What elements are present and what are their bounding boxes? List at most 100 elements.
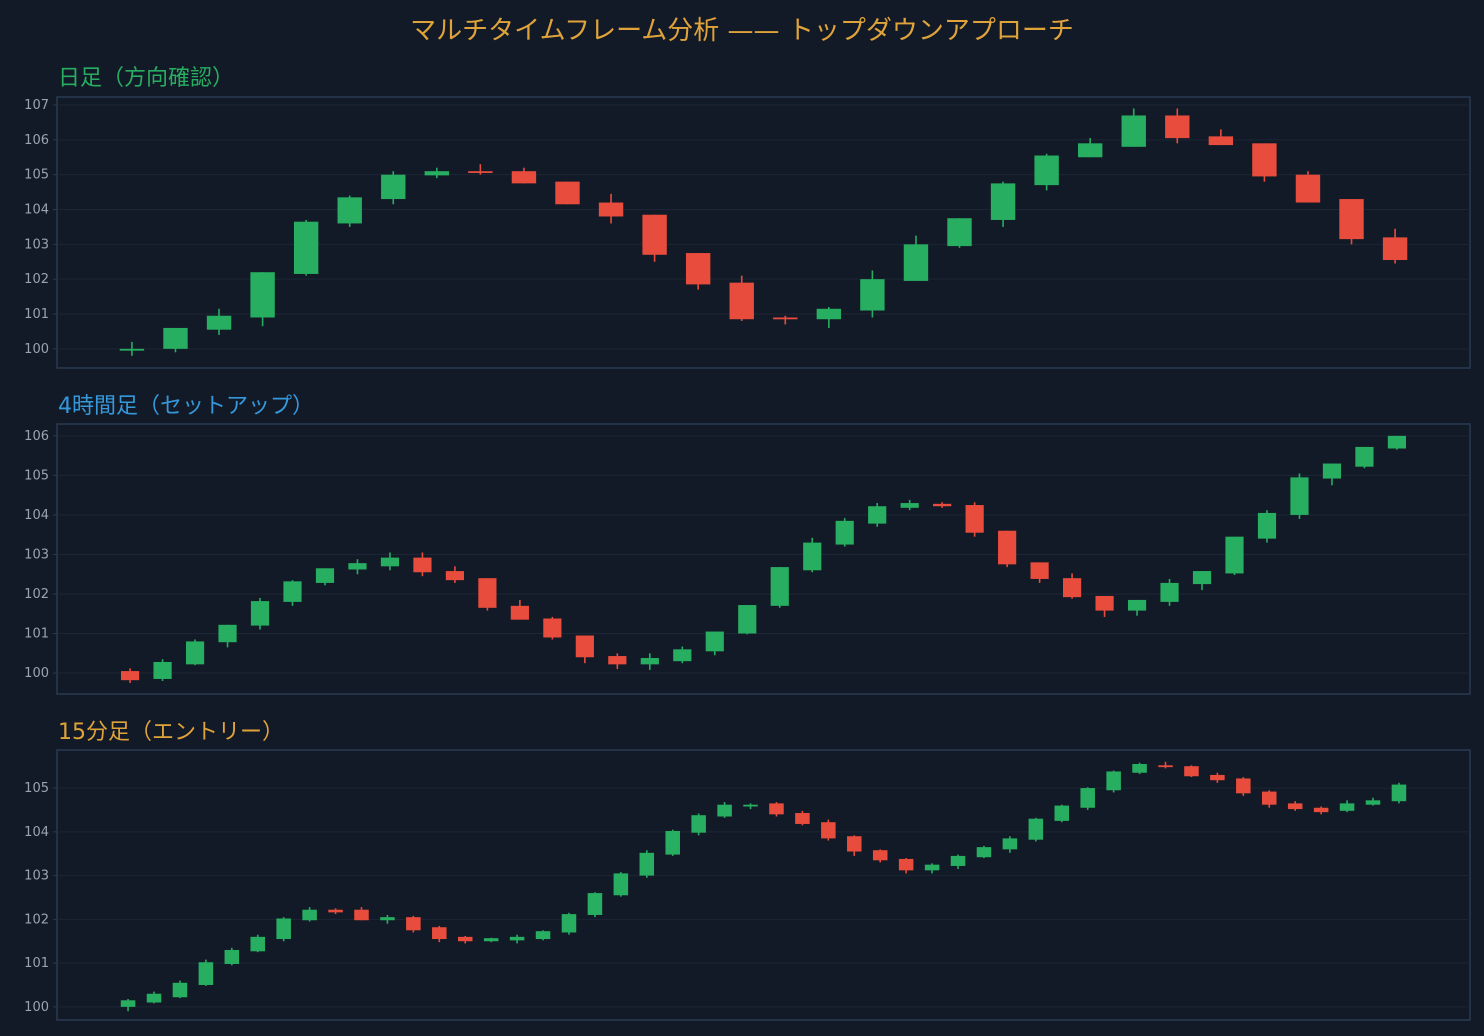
candle-up: [743, 803, 758, 810]
y-tick-label: 101: [24, 307, 49, 322]
candle-body: [803, 542, 822, 571]
candle-body: [770, 567, 789, 606]
candle-up: [613, 872, 629, 897]
panel-1: 100 101 102 103 104 105 106: [24, 423, 1471, 695]
y-tick-label: 105: [24, 781, 49, 796]
candle-body: [511, 171, 537, 184]
candle-down: [1158, 761, 1173, 769]
candle-body: [163, 327, 188, 349]
15m-panel-title: 15分足（エントリー）: [58, 720, 284, 745]
candle-down: [642, 214, 667, 262]
candle-up: [976, 845, 992, 859]
candle-up: [1028, 817, 1044, 842]
y-tick-label: 103: [24, 237, 49, 252]
y-tick-label: 100: [24, 342, 49, 357]
candle-body: [769, 803, 784, 815]
candle-body: [406, 917, 421, 931]
candle-down: [998, 530, 1017, 568]
candle-body: [1313, 807, 1329, 813]
candle-body: [1287, 803, 1303, 810]
candle-body: [729, 282, 754, 320]
candle-up: [1034, 153, 1059, 191]
candle-up: [717, 802, 732, 818]
candle-down: [1339, 199, 1364, 245]
candle-body: [998, 530, 1017, 565]
candle-body: [691, 815, 706, 833]
plot-frame: [56, 96, 1471, 369]
candle-down: [1313, 806, 1329, 815]
candle-down: [1165, 108, 1190, 144]
candle-up: [483, 937, 499, 943]
candle-body: [555, 181, 580, 205]
candle-down: [685, 253, 711, 290]
candle-body: [206, 315, 232, 330]
candle-body: [613, 873, 629, 896]
candle-body: [1121, 115, 1146, 147]
candle-body: [172, 982, 188, 998]
candle-up: [172, 980, 188, 999]
candle-down: [468, 164, 493, 175]
candle-body: [153, 661, 172, 679]
candle-body: [1391, 784, 1407, 802]
candle-body: [816, 308, 842, 320]
candle-body: [608, 656, 627, 665]
candle-up: [1290, 473, 1309, 519]
candle-body: [250, 936, 266, 952]
candle-body: [354, 909, 369, 921]
candle-body: [976, 847, 992, 858]
y-tick-label: 101: [24, 956, 49, 971]
candle-down: [898, 858, 914, 874]
candle-up: [348, 559, 367, 575]
candle-body: [146, 993, 162, 1003]
candle-body: [1257, 512, 1277, 539]
candle-body: [561, 914, 577, 933]
candle-up: [900, 499, 919, 511]
candle-down: [575, 635, 594, 664]
chart-title: マルチタイムフレーム分析 —— トップダウンアプローチ: [410, 16, 1074, 46]
candle-up: [640, 653, 659, 670]
candle-up: [868, 503, 887, 527]
candle-body: [847, 836, 862, 852]
candle-down: [933, 502, 952, 508]
candle-body: [1225, 536, 1244, 574]
candle-up: [1002, 836, 1018, 853]
candle-down: [1062, 573, 1082, 599]
candle-body: [432, 927, 447, 940]
candle-body: [1030, 562, 1049, 579]
y-tick-label: 106: [24, 429, 49, 444]
candle-body: [1160, 582, 1179, 602]
candle-up: [535, 930, 551, 941]
candle-down: [1095, 595, 1114, 617]
candle-body: [445, 571, 465, 581]
candle-body: [685, 253, 711, 285]
candle-body: [1192, 571, 1212, 585]
candle-down: [1252, 143, 1277, 182]
candle-body: [1054, 805, 1070, 821]
candle-up: [1054, 804, 1070, 823]
candle-up: [587, 892, 603, 918]
candle-up: [1365, 797, 1381, 806]
candle-body: [337, 197, 362, 224]
candle-body: [860, 279, 885, 311]
candle-body: [1252, 143, 1277, 177]
candle-up: [250, 934, 266, 953]
candle-up: [120, 998, 136, 1012]
candle-down: [413, 552, 432, 577]
candle-body: [543, 618, 562, 638]
candle-down: [608, 653, 627, 670]
candle-body: [380, 917, 395, 921]
candle-down: [432, 925, 447, 943]
candle-down: [1210, 772, 1225, 783]
candle-up: [302, 907, 317, 922]
candle-down: [555, 181, 580, 205]
candle-up: [1322, 463, 1342, 486]
candle-body: [705, 631, 724, 652]
candle-up: [250, 272, 275, 327]
candle-up: [1225, 536, 1244, 576]
candle-down: [510, 599, 529, 620]
candle-body: [119, 348, 145, 351]
candle-up: [770, 567, 789, 608]
candle-body: [903, 244, 929, 281]
candle-up: [903, 235, 929, 281]
